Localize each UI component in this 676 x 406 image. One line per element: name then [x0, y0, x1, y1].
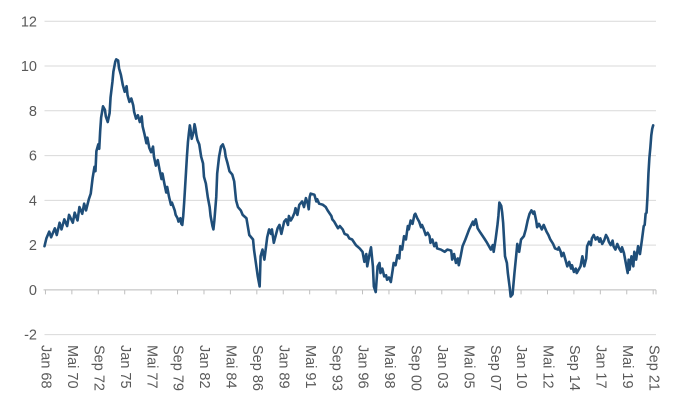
- y-tick-label: 4: [29, 193, 37, 209]
- x-tick-label: Sep 21: [645, 345, 661, 391]
- y-tick-label: 12: [21, 14, 37, 30]
- x-tick-label: Mai 84: [223, 345, 239, 389]
- y-tick-label: 2: [29, 238, 37, 254]
- x-tick-label: Sep 72: [90, 345, 106, 391]
- y-tick-label: 8: [29, 104, 37, 120]
- x-tick-label: Mai 19: [619, 345, 635, 389]
- x-tick-label: Sep 79: [170, 345, 186, 391]
- x-tick-label: Jan 03: [434, 345, 450, 389]
- x-tick-label: Sep 14: [566, 345, 582, 391]
- y-tick-label: 6: [29, 149, 37, 165]
- y-tick-label: 10: [21, 59, 37, 75]
- x-tick-label: Jan 96: [355, 345, 371, 389]
- x-tick-label: Mai 98: [381, 345, 397, 389]
- x-tick-label: Mai 77: [143, 345, 159, 389]
- y-tick-label: -2: [24, 328, 37, 344]
- x-tick-label: Sep 00: [408, 345, 424, 391]
- x-tick-label: Jan 75: [117, 345, 133, 389]
- x-tick-label: Sep 86: [249, 345, 265, 391]
- data-series-line: [43, 58, 655, 298]
- y-tick-label: 0: [29, 283, 37, 299]
- x-tick-label: Mai 70: [64, 345, 80, 389]
- x-tick-label: Jan 68: [38, 345, 54, 389]
- x-tick-label: Jan 10: [513, 345, 529, 389]
- x-tick-label: Mai 05: [460, 345, 476, 389]
- x-tick-label: Mai 91: [302, 345, 318, 389]
- x-tick-label: Jan 89: [275, 345, 291, 389]
- x-tick-label: Jan 82: [196, 345, 212, 389]
- x-tick-label: Sep 93: [328, 345, 344, 391]
- x-tick-label: Sep 07: [487, 345, 503, 391]
- x-tick-label: Jan 17: [592, 345, 608, 389]
- x-tick-label: Mai 12: [540, 345, 556, 389]
